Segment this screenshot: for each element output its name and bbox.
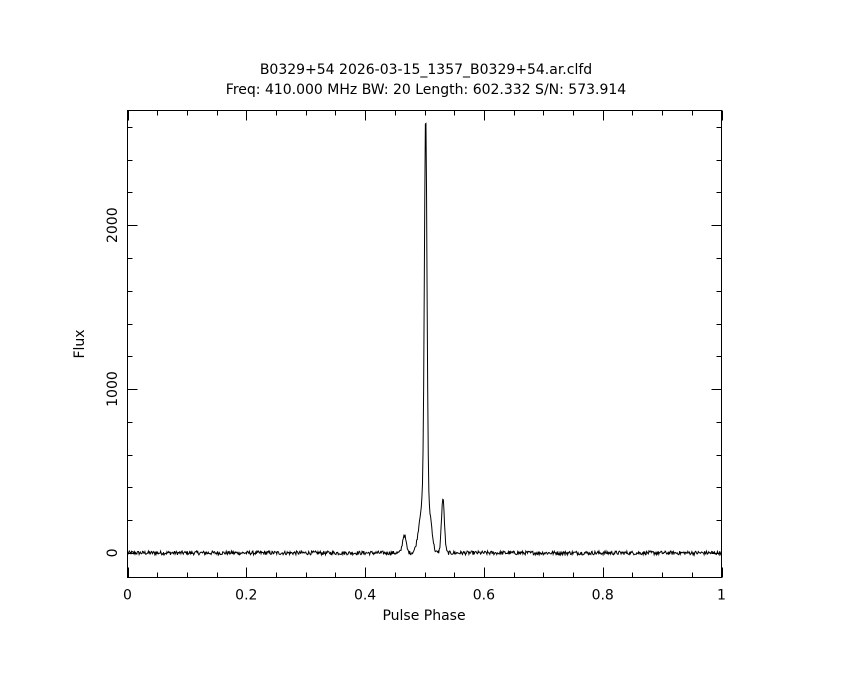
axis-tick-labels: 0 0.2 0.4 0.6 0.8 1 0 1000 2000 [105,207,726,603]
series-line-pulse-profile [127,122,722,557]
chart-title: B0329+54 2026-03-15_1357_B0329+54.ar.clf… [260,62,592,78]
x-tick-label: 0 [123,588,132,604]
x-tick-label: 0.2 [235,588,257,604]
y-tick-label: 1000 [105,371,121,407]
plot-frame [127,110,722,578]
x-tick-label: 0.6 [473,588,495,604]
y-tick-label: 2000 [105,207,121,243]
x-tick-label: 0.4 [354,588,376,604]
x-tick-label: 1 [717,588,726,604]
y-tick-label: 0 [105,548,121,557]
chart-subtitle: Freq: 410.000 MHz BW: 20 Length: 602.332… [226,82,626,98]
y-axis-label: Flux [72,329,88,358]
x-axis-label: Pulse Phase [382,608,465,624]
x-tick-label: 0.8 [592,588,614,604]
